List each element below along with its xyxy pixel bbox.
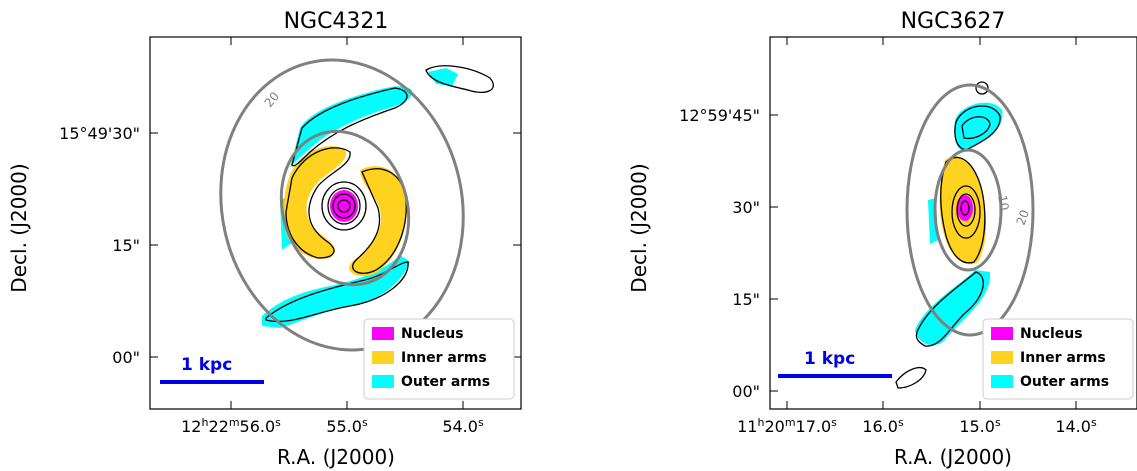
legend-swatch-inner-arms: [372, 351, 394, 364]
inner-arms-region: [283, 146, 407, 277]
legend-entry: Inner arms: [401, 350, 487, 366]
plot-frame: [149, 36, 522, 410]
ellipse-10-contour: [933, 148, 1003, 272]
ellipse-20-contour: [905, 83, 1035, 337]
ellipse-label: 20: [262, 89, 283, 110]
axis-ticks: [150, 37, 521, 409]
y-axis-label: Decl. (J2000): [627, 163, 651, 292]
x-axis-label: R.A. (J2000): [894, 445, 1012, 469]
outer-arm-ne-knot: [428, 68, 458, 86]
ytick-label: 15": [732, 290, 760, 309]
legend-swatch-inner-arms: [991, 351, 1013, 364]
legend-swatch-nucleus: [372, 327, 394, 340]
ytick-label: 15": [112, 236, 140, 255]
xtick-label: 54.0s: [442, 416, 484, 436]
panel-title: NGC4321: [284, 9, 389, 34]
ytick-label: 00": [112, 348, 140, 367]
outer-arm-north: [290, 86, 413, 168]
ellipse-10-contour: [279, 129, 411, 287]
panel-ngc4321: NGC4321 20: [7, 9, 522, 469]
plot-frame: [769, 36, 1137, 410]
inner-arm-east: [283, 146, 346, 259]
x-axis-label: R.A. (J2000): [277, 445, 395, 469]
ellipse-label: 10: [995, 194, 1011, 211]
legend: Nucleus Inner arms Outer arms: [982, 318, 1134, 400]
panel-ngc3627: NGC3627 20 10: [627, 9, 1137, 469]
ellipse-label: 20: [1014, 208, 1032, 227]
xtick-label: 16.0s: [862, 416, 904, 436]
outer-arm-south: [915, 270, 991, 346]
legend-entry: Nucleus: [401, 326, 464, 342]
ytick-label: 30": [732, 198, 760, 217]
xtick-label: 12h22m56.0s: [181, 416, 281, 436]
ytick-label: 12°59'45": [679, 106, 760, 125]
xtick-label: 55.0s: [326, 416, 368, 436]
panel-title: NGC3627: [901, 9, 1006, 34]
legend-swatch-outer-arms: [372, 375, 394, 388]
y-axis-label: Decl. (J2000): [7, 163, 31, 292]
legend-swatch-nucleus: [991, 327, 1013, 340]
scalebar-label: 1 kpc: [181, 355, 232, 375]
inner-arm-west: [349, 166, 407, 277]
legend-entry: Inner arms: [1020, 350, 1106, 366]
legend-entry: Nucleus: [1020, 326, 1083, 342]
nucleus-region: [957, 195, 973, 221]
ytick-label: 00": [732, 382, 760, 401]
flux-contours: [895, 81, 1001, 389]
legend: Nucleus Inner arms Outer arms: [363, 318, 515, 400]
legend-entry: Outer arms: [401, 374, 490, 390]
xtick-label: 14.0s: [1055, 416, 1097, 436]
xtick-label: 15.0s: [959, 416, 1001, 436]
nucleus-region: [330, 190, 358, 222]
legend-entry: Outer arms: [1020, 374, 1109, 390]
xtick-label: 11h20m17.0s: [737, 416, 837, 436]
axis-ticks: [770, 37, 1077, 409]
scalebar-label: 1 kpc: [804, 349, 855, 369]
legend-swatch-outer-arms: [991, 375, 1013, 388]
ytick-label: 15°49'30": [59, 124, 140, 143]
